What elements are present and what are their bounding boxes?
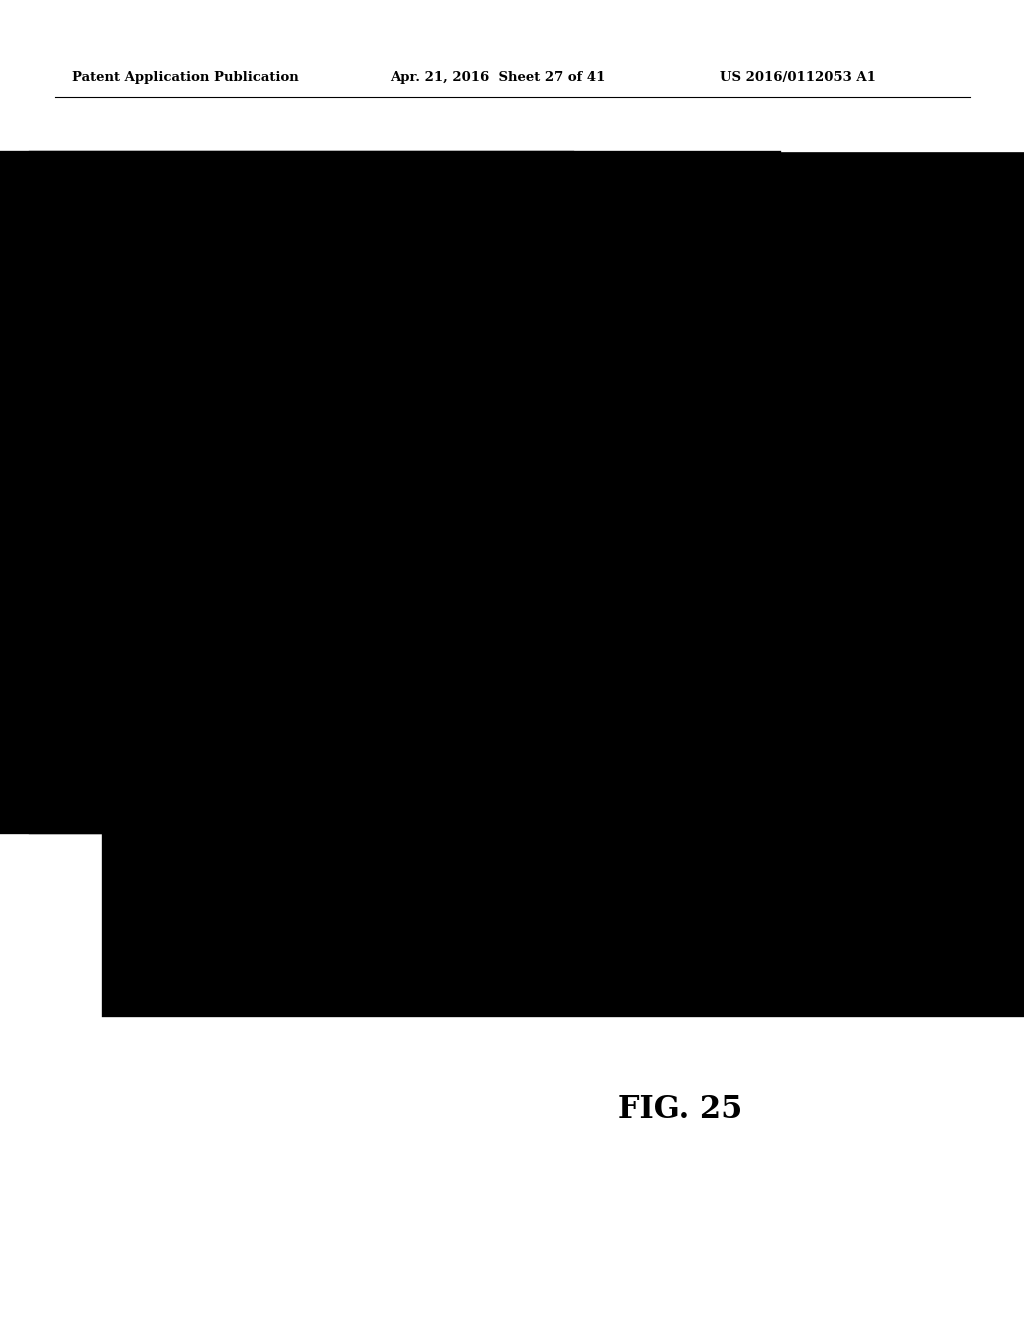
Bar [648,453,748,543]
Text: $e_{comp}[m]$: $e_{comp}[m]$ [655,576,711,594]
Text: $1\!-\!z^{-1}$: $1\!-\!z^{-1}$ [545,610,586,626]
Text: $V_{reg}$: $V_{reg}$ [184,466,209,483]
Text: $1\!-\!az^{-1}$: $1\!-\!az^{-1}$ [380,502,428,519]
Text: FIG. 25: FIG. 25 [617,1094,742,1126]
Text: Patent Application Publication: Patent Application Publication [72,71,299,84]
Text: Example:: Example: [451,645,519,659]
Bar [362,453,447,531]
Text: $a = \dfrac{C_2}{C_1+C_2}$: $a = \dfrac{C_2}{C_1+C_2}$ [282,689,358,722]
Text: $1\!-\!a_e z^{-1}$: $1\!-\!a_e z^{-1}$ [671,471,725,490]
Bar [145,430,655,579]
Bar [510,560,620,640]
Bar [558,453,633,531]
Text: $h_4[m]$: $h_4[m]$ [516,684,553,700]
Bar [449,440,663,570]
Text: $out_{tdc}[k]$: $out_{tdc}[k]$ [615,466,665,482]
Text: $out_{res}[k]$: $out_{res}[k]$ [768,202,820,218]
Text: $p_{adc}(x)$: $p_{adc}(x)$ [478,483,520,500]
Text: DC Gain = 1: DC Gain = 1 [365,540,443,553]
Text: charge pump: charge pump [186,444,279,457]
Circle shape [732,302,788,358]
Text: $b$: $b$ [399,466,409,482]
Text: Kv: Kv [546,451,564,465]
Bar [230,671,410,800]
Text: +: + [737,341,746,351]
Bar [462,453,537,531]
Text: $2NTK_v$: $2NTK_v$ [574,484,615,499]
Text: US 2016/0112053 A1: US 2016/0112053 A1 [720,71,876,84]
Text: −: − [763,347,773,356]
Text: Compensation: Compensation [648,414,749,428]
Text: Filter: Filter [679,429,717,441]
Text: $\hat{y}[k]$: $\hat{y}[k]$ [885,330,910,350]
Bar [262,453,337,531]
Text: Apr. 21, 2016  Sheet 27 of 41: Apr. 21, 2016 Sheet 27 of 41 [390,71,605,84]
Text: nonlinearity: nonlinearity [513,466,597,479]
Text: $p_{rc}(x)$: $p_{rc}(x)$ [282,483,316,500]
Text: +: + [752,319,769,341]
Text: Accum.: Accum. [540,540,591,553]
Text: $b = \dfrac{C_1}{C_1+C_2}$: $b = \dfrac{C_1}{C_1+C_2}$ [282,748,358,781]
Text: $2R_1C_1$: $2R_1C_1$ [178,503,216,517]
Text: $y[k]$: $y[k]$ [710,396,735,413]
Text: $a_e[m] = \dfrac{C_2/C_1(1 + e_{comp}[m])}{1 + C_2/C_1(1 + e_{comp}[m])}$: $a_e[m] = \dfrac{C_2/C_1(1 + e_{comp}[m]… [615,756,824,793]
Text: $K_{comp}$: $K_{comp}$ [548,573,582,590]
Bar [430,630,930,830]
Text: $b_e[m] = \dfrac{1}{1 + C_2/C_1(1 + e_{comp}[m])}$: $b_e[m] = \dfrac{1}{1 + C_2/C_1(1 + e_{c… [615,680,824,710]
Text: $clk_{update}(t)$: $clk_{update}(t)$ [535,700,595,717]
Text: nonlinearity: nonlinearity [189,458,274,471]
Text: $b_e$: $b_e$ [690,508,706,524]
Polygon shape [555,626,575,640]
Text: $\Delta t[k]$: $\Delta t[k]$ [79,469,110,483]
Bar [155,453,240,531]
